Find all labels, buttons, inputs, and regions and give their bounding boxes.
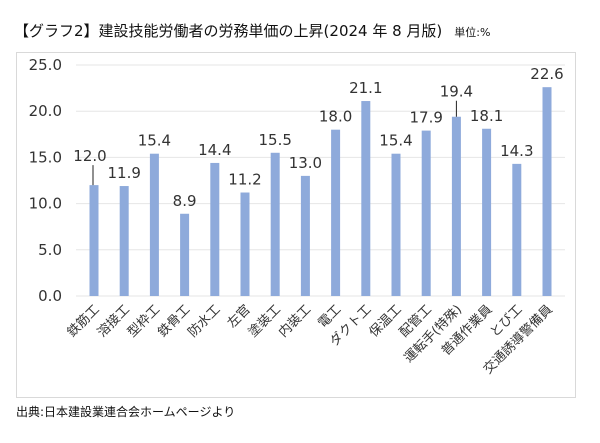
- data-label: 22.6: [530, 65, 563, 83]
- category-label: 溶接工: [94, 302, 133, 341]
- unit-label: 単位:%: [454, 26, 491, 39]
- bar: [421, 130, 431, 296]
- data-label: 15.4: [379, 132, 412, 150]
- source-note: 出典:日本建設業連合会ホームページより: [16, 405, 236, 419]
- bar: [331, 129, 341, 296]
- bar: [240, 192, 250, 296]
- bar: [512, 163, 522, 296]
- bar: [300, 175, 310, 296]
- data-label: 15.5: [258, 131, 291, 149]
- bar: [180, 213, 190, 296]
- data-label: 17.9: [409, 109, 442, 127]
- y-tick-label: 10.0: [29, 195, 62, 213]
- bar: [270, 152, 280, 296]
- data-label: 11.2: [228, 171, 261, 189]
- data-label: 14.4: [198, 141, 231, 159]
- data-label: 18.0: [319, 108, 352, 126]
- y-tick-label: 5.0: [38, 241, 62, 259]
- category-label: 防水工: [185, 302, 224, 341]
- y-tick-label: 0.0: [38, 287, 62, 305]
- bar: [542, 87, 552, 297]
- category-label: 型枠工: [125, 302, 163, 340]
- bar: [482, 128, 492, 296]
- bar: [149, 153, 159, 296]
- y-tick-label: 25.0: [29, 56, 62, 74]
- data-label: 18.1: [470, 107, 503, 125]
- category-label: 内装工: [275, 302, 314, 341]
- chart-title-text: 【グラフ2】建設技能労働者の労務単価の上昇(2024 年 8 月版): [14, 22, 443, 40]
- data-label: 13.0: [289, 154, 322, 172]
- category-label: 鉄筋工: [64, 302, 103, 341]
- data-label: 21.1: [349, 79, 382, 97]
- data-label: 19.4: [440, 83, 473, 101]
- data-label: 8.9: [173, 192, 197, 210]
- y-tick-label: 15.0: [29, 148, 62, 166]
- data-label: 15.4: [138, 132, 171, 150]
- y-tick-label: 20.0: [29, 102, 62, 120]
- bar: [361, 101, 371, 296]
- category-label: 鉄骨工: [155, 302, 193, 340]
- bar: [391, 153, 401, 296]
- data-label: 12.0: [73, 147, 106, 165]
- bar: [210, 162, 220, 296]
- bar: [119, 186, 129, 296]
- bar: [89, 185, 99, 296]
- data-label: 11.9: [107, 164, 140, 182]
- category-label: 保温工: [367, 302, 405, 340]
- category-label: 塗装工: [245, 302, 284, 341]
- data-label: 14.3: [500, 142, 533, 160]
- bar: [451, 116, 461, 296]
- chart-title: 【グラフ2】建設技能労働者の労務単価の上昇(2024 年 8 月版) 単位:%: [14, 20, 490, 41]
